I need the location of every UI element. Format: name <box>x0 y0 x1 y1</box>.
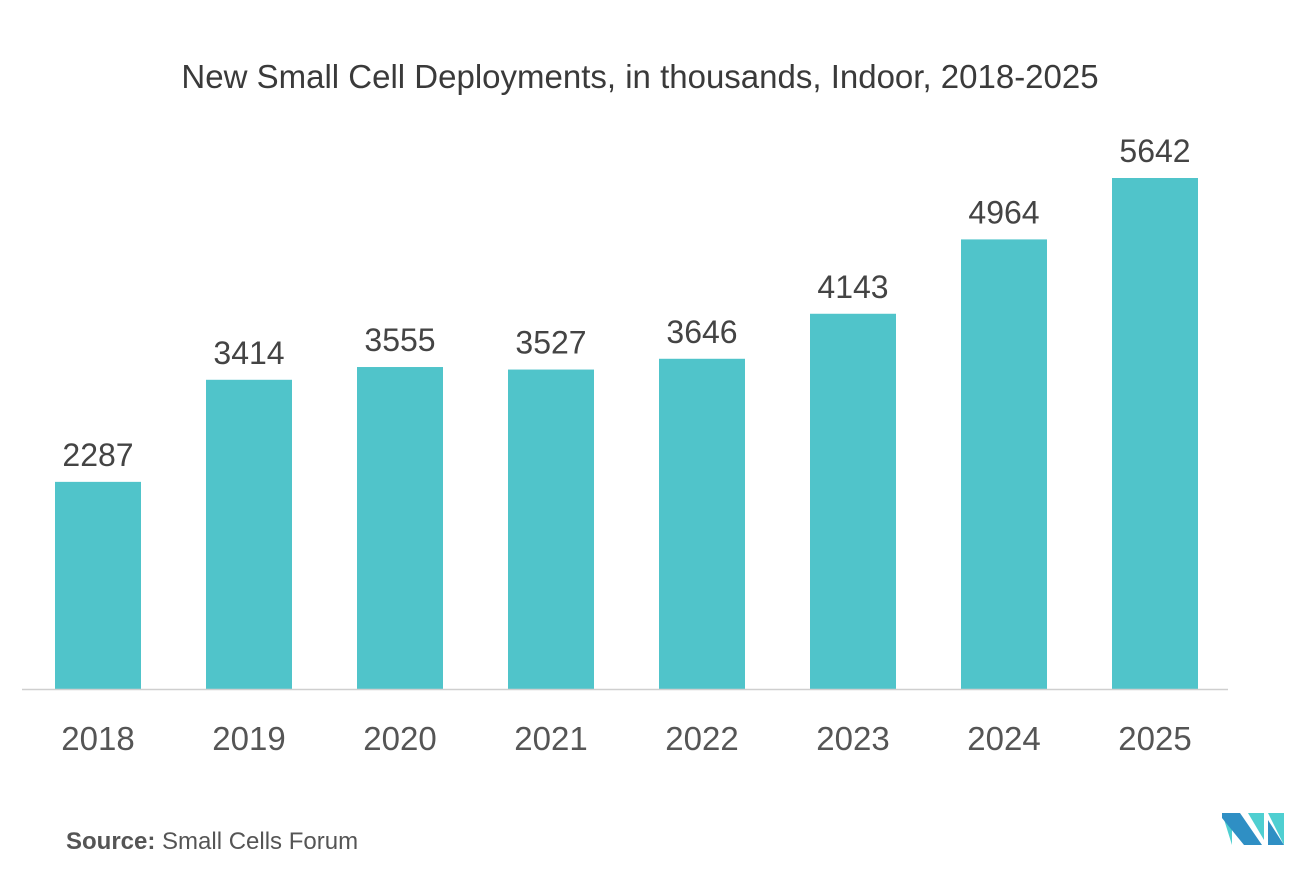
x-tick-label-2019: 2019 <box>212 720 285 757</box>
chart-title: New Small Cell Deployments, in thousands… <box>181 58 1099 95</box>
bar-2025 <box>1112 178 1198 689</box>
x-tick-label-2020: 2020 <box>363 720 436 757</box>
bar-2024 <box>961 239 1047 689</box>
source-note: Source: Small Cells Forum <box>66 828 358 856</box>
x-tick-label-2018: 2018 <box>61 720 134 757</box>
source-label: Source: <box>66 828 156 855</box>
x-tick-label-2022: 2022 <box>665 720 738 757</box>
x-tick-label-2025: 2025 <box>1118 720 1191 757</box>
bar-2022 <box>659 358 745 689</box>
bar-2018 <box>55 481 141 689</box>
logo-shape-5 <box>1268 820 1284 845</box>
bar-2020 <box>357 367 443 689</box>
data-label-2021: 3527 <box>515 325 586 361</box>
data-label-2020: 3555 <box>364 322 435 358</box>
bar-2021 <box>508 369 594 689</box>
data-label-2019: 3414 <box>213 335 284 371</box>
logo-shape-3 <box>1248 813 1264 840</box>
x-tick-label-2024: 2024 <box>967 720 1040 757</box>
data-label-2025: 5642 <box>1119 133 1190 169</box>
data-label-2024: 4964 <box>968 194 1039 230</box>
bar-2023 <box>810 313 896 689</box>
data-label-2022: 3646 <box>666 314 737 350</box>
data-label-2023: 4143 <box>817 269 888 305</box>
source-text: Small Cells Forum <box>162 828 359 855</box>
logo-shape-2 <box>1222 813 1262 845</box>
x-tick-label-2023: 2023 <box>816 720 889 757</box>
data-label-2018: 2287 <box>62 437 133 473</box>
brand-logo <box>1222 813 1284 845</box>
logo-shape-4 <box>1268 813 1284 845</box>
bar-2019 <box>206 379 292 689</box>
x-tick-label-2021: 2021 <box>514 720 587 757</box>
